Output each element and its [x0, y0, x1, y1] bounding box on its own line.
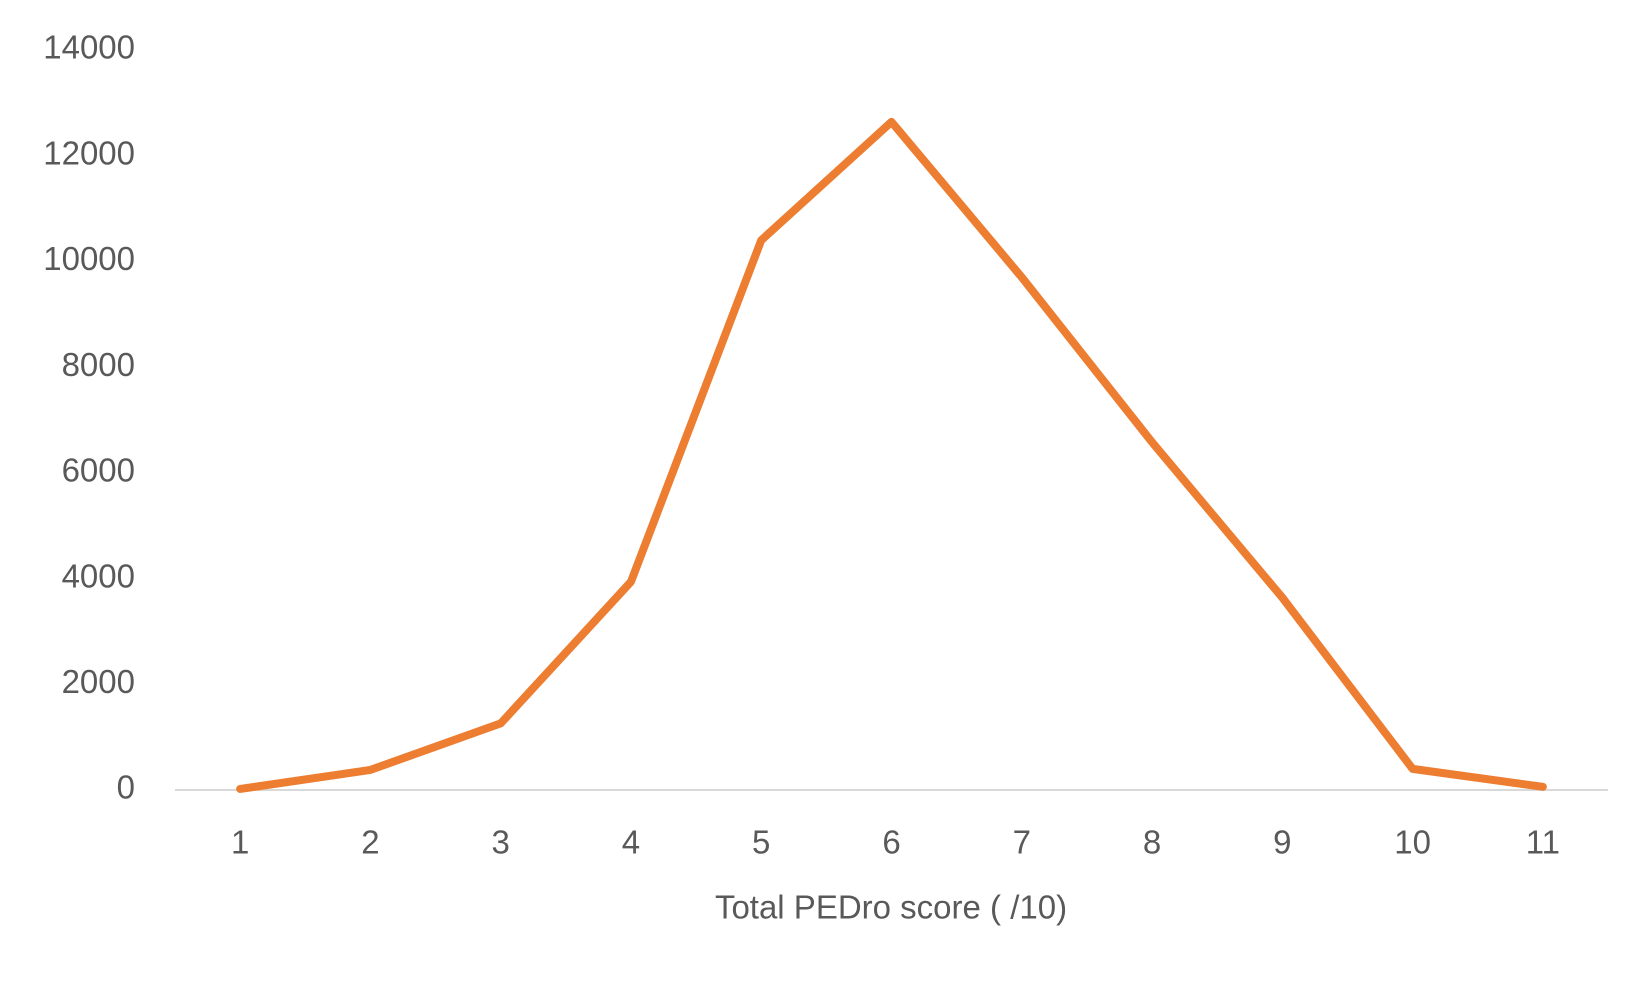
x-tick-label: 9 [1273, 824, 1291, 861]
y-tick-label: 0 [117, 769, 135, 806]
y-tick-label: 10000 [43, 240, 135, 277]
x-tick-label: 6 [882, 824, 900, 861]
x-tick-label: 5 [752, 824, 770, 861]
y-tick-label: 2000 [62, 663, 135, 700]
series-line [236, 117, 1547, 793]
y-tick-label: 6000 [62, 452, 135, 489]
x-tick-label: 4 [622, 824, 640, 861]
x-tick-label: 2 [361, 824, 379, 861]
x-tick-label: 11 [1526, 824, 1560, 861]
y-tick-label: 14000 [43, 29, 135, 66]
x-tick-label: 1 [231, 824, 249, 861]
x-axis-label: Total PEDro score ( /10) [715, 889, 1067, 926]
x-tick-label: 10 [1394, 824, 1431, 861]
x-tick-label: 3 [492, 824, 510, 861]
x-tick-label: 7 [1013, 824, 1031, 861]
x-tick-label: 8 [1143, 824, 1161, 861]
y-tick-label: 4000 [62, 557, 135, 594]
y-tick-label: 8000 [62, 346, 135, 383]
y-tick-label: 12000 [43, 134, 135, 171]
